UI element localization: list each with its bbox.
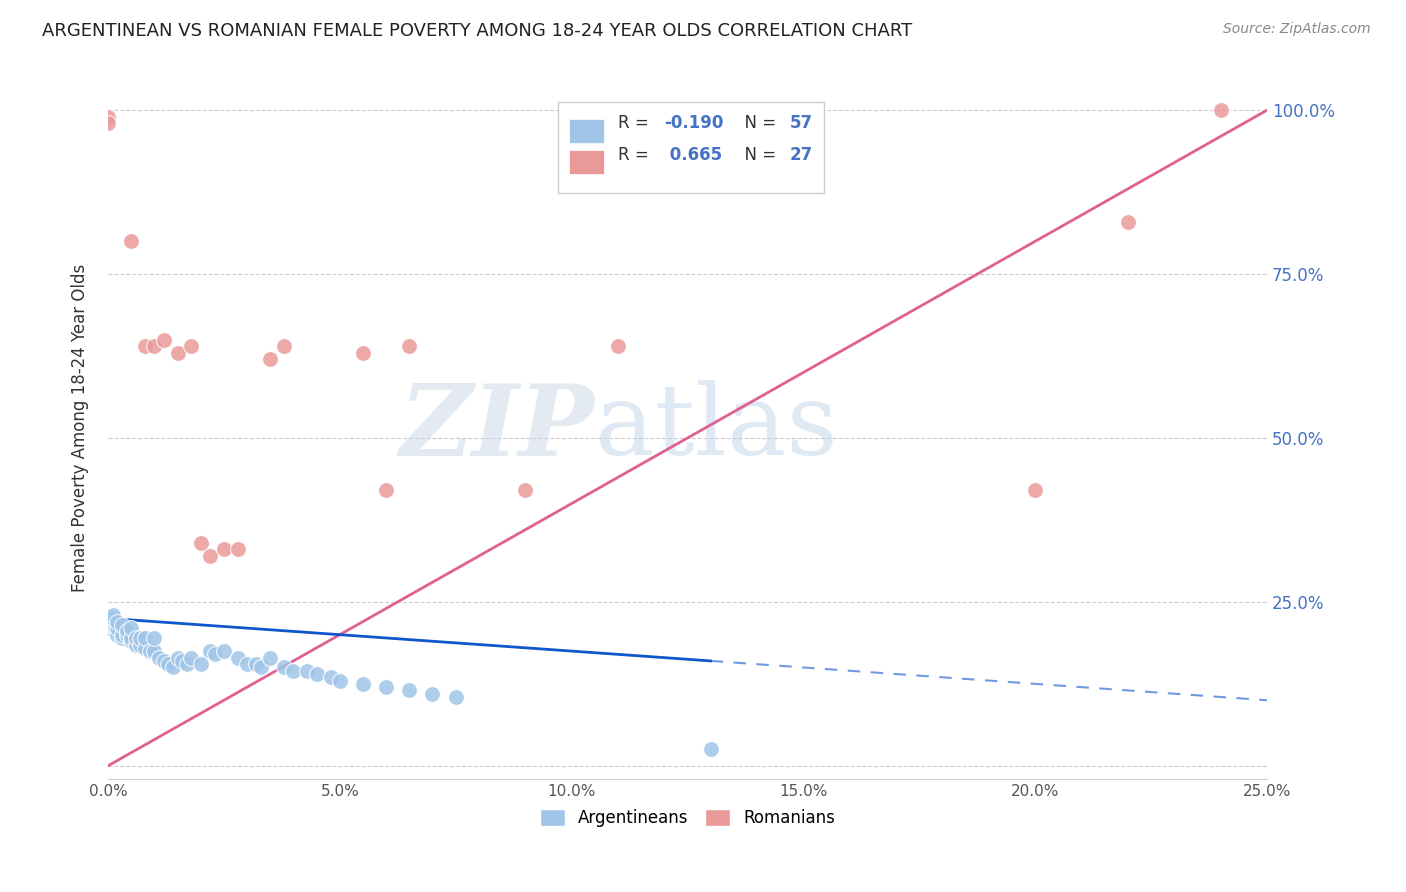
- Point: [273, 339, 295, 353]
- Point: [375, 483, 398, 498]
- Legend: Argentineans, Romanians: Argentineans, Romanians: [533, 802, 842, 834]
- Point: [148, 650, 170, 665]
- Point: [297, 664, 319, 678]
- Point: [97, 116, 120, 130]
- Point: [172, 654, 194, 668]
- Point: [143, 631, 166, 645]
- Point: [259, 650, 281, 665]
- Text: N =: N =: [734, 145, 782, 163]
- Point: [1209, 103, 1232, 118]
- Point: [515, 483, 537, 498]
- Point: [398, 339, 420, 353]
- Point: [444, 690, 467, 704]
- Point: [120, 621, 142, 635]
- Point: [352, 346, 374, 360]
- Point: [204, 648, 226, 662]
- Point: [283, 664, 305, 678]
- Point: [97, 615, 120, 629]
- Text: 0.665: 0.665: [664, 145, 723, 163]
- Point: [250, 660, 273, 674]
- Text: atlas: atlas: [595, 380, 838, 476]
- Point: [422, 687, 444, 701]
- Point: [105, 615, 128, 629]
- Point: [134, 640, 156, 655]
- Point: [352, 677, 374, 691]
- Text: Source: ZipAtlas.com: Source: ZipAtlas.com: [1223, 22, 1371, 37]
- Point: [129, 638, 152, 652]
- Point: [120, 634, 142, 648]
- Point: [111, 628, 134, 642]
- Point: [129, 631, 152, 645]
- Point: [115, 624, 138, 639]
- Point: [166, 650, 188, 665]
- Point: [319, 670, 342, 684]
- Point: [375, 680, 398, 694]
- Text: 57: 57: [789, 114, 813, 132]
- Point: [245, 657, 267, 672]
- Text: -0.190: -0.190: [664, 114, 724, 132]
- Point: [134, 339, 156, 353]
- Point: [115, 628, 138, 642]
- Point: [162, 660, 184, 674]
- Point: [273, 660, 295, 674]
- Point: [97, 621, 120, 635]
- Point: [134, 631, 156, 645]
- Point: [226, 542, 249, 557]
- Point: [398, 683, 420, 698]
- Point: [111, 618, 134, 632]
- Point: [190, 657, 212, 672]
- Point: [157, 657, 180, 672]
- FancyBboxPatch shape: [558, 102, 824, 194]
- Point: [101, 607, 124, 622]
- Point: [105, 621, 128, 635]
- Point: [259, 352, 281, 367]
- Text: ARGENTINEAN VS ROMANIAN FEMALE POVERTY AMONG 18-24 YEAR OLDS CORRELATION CHART: ARGENTINEAN VS ROMANIAN FEMALE POVERTY A…: [42, 22, 912, 40]
- Point: [101, 611, 124, 625]
- Point: [143, 644, 166, 658]
- Text: R =: R =: [617, 145, 654, 163]
- Point: [105, 628, 128, 642]
- Point: [101, 615, 124, 630]
- Point: [111, 631, 134, 645]
- Point: [1024, 483, 1046, 498]
- Text: 27: 27: [789, 145, 813, 163]
- Point: [101, 613, 124, 627]
- Point: [125, 631, 148, 645]
- Point: [329, 673, 352, 688]
- Point: [190, 536, 212, 550]
- Point: [120, 235, 142, 249]
- Point: [180, 650, 202, 665]
- Point: [138, 644, 160, 658]
- Point: [166, 346, 188, 360]
- Point: [1116, 215, 1139, 229]
- Point: [176, 657, 198, 672]
- Point: [212, 644, 235, 658]
- Text: N =: N =: [734, 114, 782, 132]
- Y-axis label: Female Poverty Among 18-24 Year Olds: Female Poverty Among 18-24 Year Olds: [72, 264, 89, 592]
- Bar: [569, 151, 605, 174]
- Point: [699, 742, 721, 756]
- Point: [97, 618, 120, 632]
- Point: [101, 618, 124, 632]
- Point: [226, 650, 249, 665]
- Point: [120, 631, 142, 645]
- Point: [236, 657, 259, 672]
- Point: [198, 549, 221, 563]
- Point: [97, 110, 120, 124]
- Point: [152, 333, 174, 347]
- Bar: [569, 119, 605, 143]
- Point: [125, 638, 148, 652]
- Point: [152, 654, 174, 668]
- Point: [305, 667, 328, 681]
- Point: [606, 339, 628, 353]
- Text: ZIP: ZIP: [399, 380, 595, 476]
- Point: [212, 542, 235, 557]
- Point: [180, 339, 202, 353]
- Point: [143, 339, 166, 353]
- Point: [198, 644, 221, 658]
- Text: R =: R =: [617, 114, 654, 132]
